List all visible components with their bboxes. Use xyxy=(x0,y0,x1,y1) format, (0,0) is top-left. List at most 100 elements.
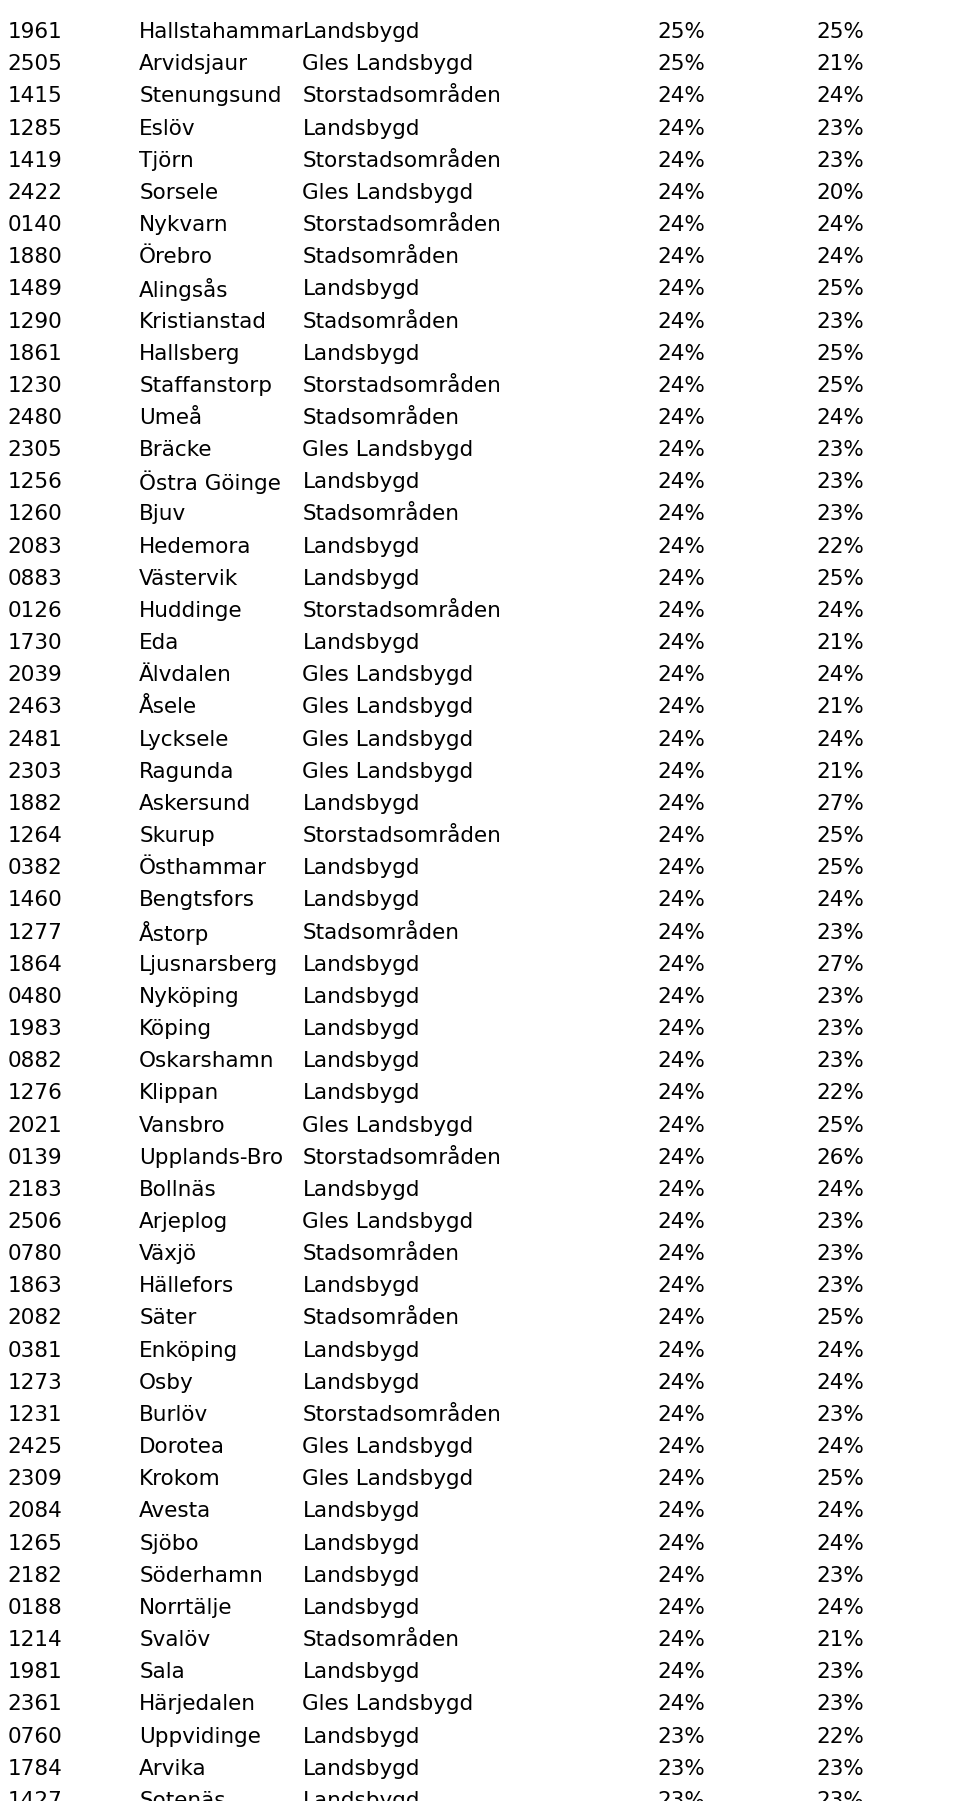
Text: 24%: 24% xyxy=(658,1534,706,1554)
Text: 1260: 1260 xyxy=(8,504,62,524)
Text: Gles Landsbygd: Gles Landsbygd xyxy=(302,665,473,684)
Text: 24%: 24% xyxy=(658,890,706,910)
Text: 1419: 1419 xyxy=(8,151,62,171)
Text: Landsbygd: Landsbygd xyxy=(302,794,420,814)
Text: Askersund: Askersund xyxy=(139,794,252,814)
Text: 2480: 2480 xyxy=(8,409,62,429)
Text: 24%: 24% xyxy=(658,247,706,267)
Text: Lycksele: Lycksele xyxy=(139,729,229,749)
Text: Bräcke: Bräcke xyxy=(139,439,213,461)
Text: Gles Landsbygd: Gles Landsbygd xyxy=(302,1437,473,1457)
Text: Sjöbo: Sjöbo xyxy=(139,1534,199,1554)
Text: Landsbygd: Landsbygd xyxy=(302,1662,420,1682)
Text: 1276: 1276 xyxy=(8,1084,62,1104)
Text: 2083: 2083 xyxy=(8,537,62,557)
Text: 2182: 2182 xyxy=(8,1565,62,1585)
Text: 23%: 23% xyxy=(816,312,864,331)
Text: 24%: 24% xyxy=(658,1405,706,1425)
Text: Storstadsområden: Storstadsområden xyxy=(302,86,501,106)
Text: Gles Landsbygd: Gles Landsbygd xyxy=(302,54,473,74)
Text: Gles Landsbygd: Gles Landsbygd xyxy=(302,1115,473,1135)
Text: 0126: 0126 xyxy=(8,602,62,621)
Text: Storstadsområden: Storstadsområden xyxy=(302,1147,501,1167)
Text: Landsbygd: Landsbygd xyxy=(302,1180,420,1199)
Text: Enköping: Enköping xyxy=(139,1340,238,1360)
Text: Alingsås: Alingsås xyxy=(139,277,228,301)
Text: Storstadsområden: Storstadsområden xyxy=(302,602,501,621)
Text: Skurup: Skurup xyxy=(139,827,215,846)
Text: Sorsele: Sorsele xyxy=(139,184,218,204)
Text: 25%: 25% xyxy=(816,344,864,364)
Text: 1882: 1882 xyxy=(8,794,62,814)
Text: 24%: 24% xyxy=(658,569,706,589)
Text: Svalöv: Svalöv xyxy=(139,1630,210,1650)
Text: 1264: 1264 xyxy=(8,827,62,846)
Text: Stadsområden: Stadsområden xyxy=(302,247,460,267)
Text: 24%: 24% xyxy=(658,472,706,492)
Text: 23%: 23% xyxy=(816,1695,864,1715)
Text: 24%: 24% xyxy=(658,729,706,749)
Text: 2084: 2084 xyxy=(8,1502,62,1522)
Text: 2505: 2505 xyxy=(8,54,62,74)
Text: Gles Landsbygd: Gles Landsbygd xyxy=(302,184,473,204)
Text: 23%: 23% xyxy=(816,1212,864,1232)
Text: Landsbygd: Landsbygd xyxy=(302,859,420,879)
Text: 24%: 24% xyxy=(658,1630,706,1650)
Text: Nykvarn: Nykvarn xyxy=(139,214,228,236)
Text: 2039: 2039 xyxy=(8,665,62,684)
Text: 24%: 24% xyxy=(658,214,706,236)
Text: 23%: 23% xyxy=(816,472,864,492)
Text: 24%: 24% xyxy=(658,859,706,879)
Text: 2305: 2305 xyxy=(8,439,62,461)
Text: 24%: 24% xyxy=(658,184,706,204)
Text: 22%: 22% xyxy=(816,1084,864,1104)
Text: Storstadsområden: Storstadsområden xyxy=(302,1405,501,1425)
Text: Landsbygd: Landsbygd xyxy=(302,1760,420,1779)
Text: Åstorp: Åstorp xyxy=(139,920,209,944)
Text: Eslöv: Eslöv xyxy=(139,119,196,139)
Text: Storstadsområden: Storstadsområden xyxy=(302,214,501,236)
Text: 25%: 25% xyxy=(816,1115,864,1135)
Text: 24%: 24% xyxy=(816,86,864,106)
Text: 24%: 24% xyxy=(658,1372,706,1392)
Text: Landsbygd: Landsbygd xyxy=(302,1565,420,1585)
Text: 24%: 24% xyxy=(658,537,706,557)
Text: 0760: 0760 xyxy=(8,1727,62,1747)
Text: 23%: 23% xyxy=(658,1727,706,1747)
Text: Stadsområden: Stadsområden xyxy=(302,922,460,942)
Text: 21%: 21% xyxy=(816,697,864,717)
Text: 24%: 24% xyxy=(658,1244,706,1264)
Text: Landsbygd: Landsbygd xyxy=(302,955,420,974)
Text: Landsbygd: Landsbygd xyxy=(302,279,420,299)
Text: 23%: 23% xyxy=(816,119,864,139)
Text: 24%: 24% xyxy=(658,1437,706,1457)
Text: 24%: 24% xyxy=(816,890,864,910)
Text: Umeå: Umeå xyxy=(139,409,203,429)
Text: 2303: 2303 xyxy=(8,762,62,782)
Text: 24%: 24% xyxy=(658,1019,706,1039)
Text: 24%: 24% xyxy=(658,762,706,782)
Text: 24%: 24% xyxy=(658,827,706,846)
Text: 23%: 23% xyxy=(658,1760,706,1779)
Text: 24%: 24% xyxy=(816,665,864,684)
Text: Gles Landsbygd: Gles Landsbygd xyxy=(302,697,473,717)
Text: 24%: 24% xyxy=(658,665,706,684)
Text: 1214: 1214 xyxy=(8,1630,62,1650)
Text: Landsbygd: Landsbygd xyxy=(302,472,420,492)
Text: Landsbygd: Landsbygd xyxy=(302,1502,420,1522)
Text: 0139: 0139 xyxy=(8,1147,62,1167)
Text: 27%: 27% xyxy=(816,794,864,814)
Text: 0882: 0882 xyxy=(8,1052,62,1072)
Text: Kristianstad: Kristianstad xyxy=(139,312,267,331)
Text: 23%: 23% xyxy=(816,987,864,1007)
Text: 20%: 20% xyxy=(816,184,864,204)
Text: Örebro: Örebro xyxy=(139,247,213,267)
Text: 21%: 21% xyxy=(816,1630,864,1650)
Text: 24%: 24% xyxy=(816,214,864,236)
Text: 2506: 2506 xyxy=(8,1212,62,1232)
Text: 2361: 2361 xyxy=(8,1695,62,1715)
Text: Stadsområden: Stadsområden xyxy=(302,1630,460,1650)
Text: 24%: 24% xyxy=(658,376,706,396)
Text: 1864: 1864 xyxy=(8,955,62,974)
Text: 1265: 1265 xyxy=(8,1534,62,1554)
